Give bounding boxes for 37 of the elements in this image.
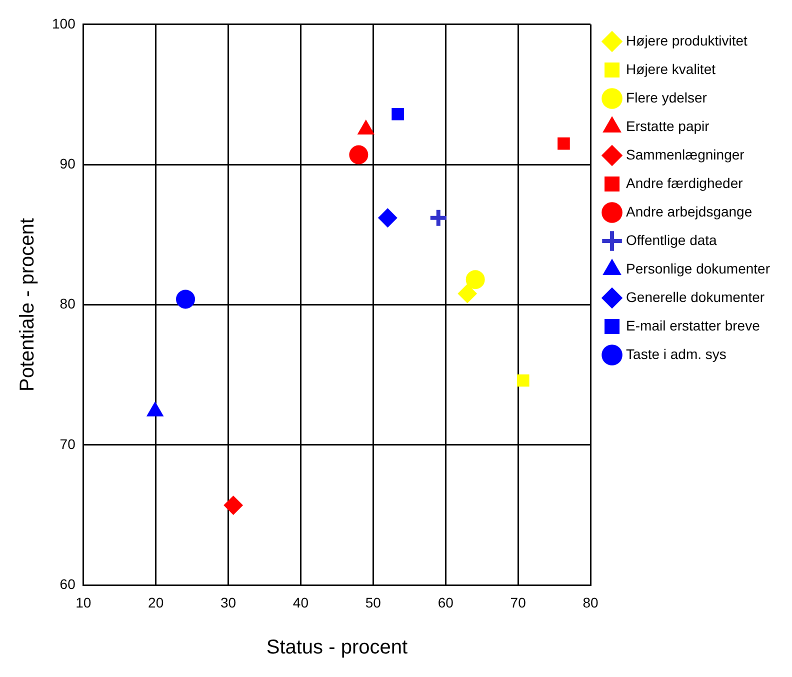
y-tick-label: 80 xyxy=(60,296,76,312)
y-axis-title: Potentiale - procent xyxy=(16,218,39,392)
point xyxy=(392,108,404,120)
y-tick-label: 100 xyxy=(52,15,76,32)
legend-label: E-mail erstatter breve xyxy=(626,317,760,334)
legend-label: Sammenlægninger xyxy=(626,146,745,162)
point xyxy=(428,208,448,228)
x-tick-label: 60 xyxy=(438,594,454,610)
legend-label: Flere ydelser xyxy=(626,89,708,106)
legend-label: Generelle dokumenter xyxy=(626,288,765,305)
x-tick-label: 40 xyxy=(292,594,309,610)
legend-label: Taste i adm. sys xyxy=(626,346,726,362)
x-tick-label: 70 xyxy=(510,594,526,610)
x-tick-label: 30 xyxy=(220,594,236,610)
point xyxy=(378,208,398,228)
legend-label: Andre færdigheder xyxy=(626,174,744,191)
point xyxy=(558,137,570,150)
x-axis-title: Status - procent xyxy=(266,636,408,659)
x-tick-label: 10 xyxy=(76,594,92,610)
point xyxy=(224,496,243,515)
point xyxy=(458,284,477,304)
point xyxy=(466,270,485,290)
legend-label: Personlige dokumenter xyxy=(626,260,770,276)
x-tick-label: 20 xyxy=(148,594,164,610)
point xyxy=(349,145,368,164)
x-tick-label: 80 xyxy=(582,594,599,610)
legend-label: Offentlige data xyxy=(626,232,718,248)
legend-label: Andre arbejdsgange xyxy=(626,203,752,220)
point xyxy=(176,290,196,309)
x-tick-label: 50 xyxy=(365,594,382,610)
legend-label: Højere kvalitet xyxy=(626,60,716,77)
legend-label: Erstatte papir xyxy=(626,118,710,134)
y-tick-label: 90 xyxy=(60,155,76,172)
legend-label: Højere produktivitet xyxy=(626,32,748,48)
y-tick-label: 60 xyxy=(60,576,76,592)
point xyxy=(516,374,530,387)
y-tick-label: 70 xyxy=(60,436,76,452)
